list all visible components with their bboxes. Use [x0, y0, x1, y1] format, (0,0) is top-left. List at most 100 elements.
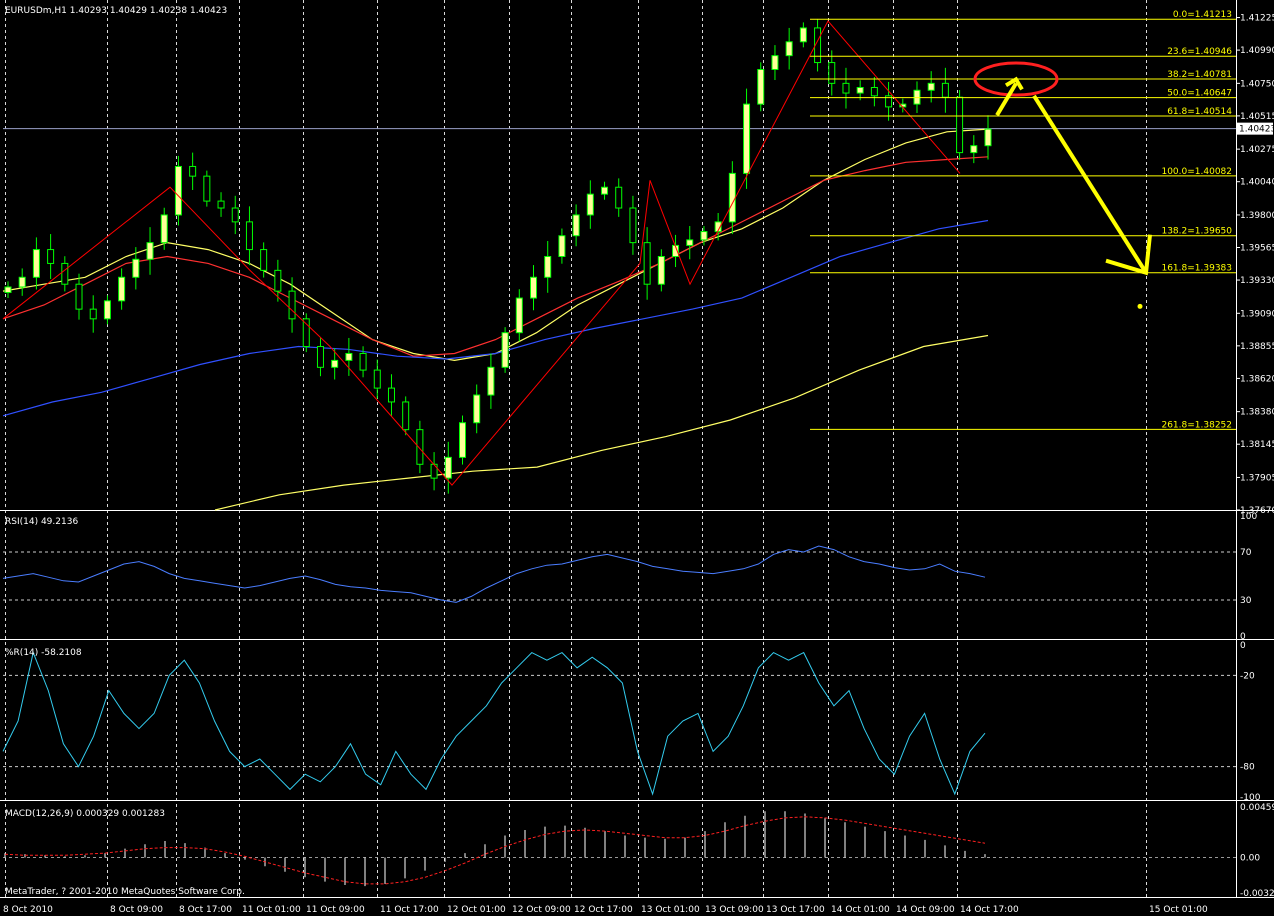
time-axis-label: 14 Oct 01:00 [831, 905, 890, 915]
wpr-axis-label: 0 [1240, 641, 1246, 651]
price-axis-label: 1.38380 [1240, 408, 1274, 418]
candle-body [118, 276, 126, 302]
candle-body [430, 463, 438, 479]
ma-long-line [214, 334, 989, 511]
candle-body [586, 193, 594, 216]
ma-mid-line [2, 156, 989, 357]
fibonacci-label: 261.8=1.38252 [1161, 420, 1232, 430]
candle-body [416, 429, 424, 465]
candle-body [558, 235, 566, 258]
candle-body [402, 401, 410, 431]
candle-body [132, 258, 140, 278]
copyright-text: MetaTrader, ? 2001-2010 MetaQuotes Softw… [5, 887, 245, 897]
candles-layer[interactable] [4, 19, 992, 494]
candle-body [885, 95, 893, 108]
macd-axis-label: 0.00459 [1240, 803, 1274, 813]
price-axis-label: 1.39800 [1240, 211, 1274, 221]
time-axis-label: 8 Oct 2010 [3, 905, 53, 915]
price-axis-label: 1.40275 [1240, 145, 1274, 155]
rsi-axis-label: 70 [1240, 548, 1252, 558]
wpr-line [2, 650, 986, 796]
price-axis-label: 1.40040 [1240, 178, 1274, 188]
candle-body [956, 96, 964, 154]
fibonacci-layer[interactable]: 0.0=1.41213 23.6=1.40946 38.2=1.40781 50.0=… [810, 10, 1236, 430]
candle-body [331, 359, 339, 368]
time-axis-label: 11 Oct 09:00 [306, 905, 365, 915]
candle-body [870, 87, 878, 97]
candle-body [771, 55, 779, 70]
candle-body [544, 256, 552, 278]
time-axis-label: 11 Oct 17:00 [380, 905, 439, 915]
time-axis-label: 13 Oct 01:00 [641, 905, 700, 915]
candle-body [927, 82, 935, 91]
candle-body [89, 308, 97, 320]
candle-body [274, 269, 282, 292]
price-axis-label: 1.38620 [1240, 374, 1274, 384]
fibonacci-label: 100.0=1.40082 [1161, 167, 1232, 177]
candle-body [18, 276, 26, 288]
rsi-axis-label: 0 [1240, 632, 1246, 642]
price-axis-label: 1.37905 [1240, 473, 1274, 483]
candle-body [629, 207, 637, 244]
candle-body [302, 318, 310, 348]
down-arrow-stroke [1032, 94, 1148, 274]
time-axis-label: 8 Oct 09:00 [110, 905, 163, 915]
price-axis-label: 1.40750 [1240, 79, 1274, 89]
candle-body [61, 262, 69, 285]
time-axis-label: 12 Oct 17:00 [574, 905, 633, 915]
candle-body [487, 366, 495, 396]
price-axis-label: 1.39330 [1240, 276, 1274, 286]
candle-body [856, 87, 864, 94]
axis-labels: 8 Oct 2010 8 Oct 09:00 8 Oct 17:00 11 Oct 0… [3, 14, 1274, 915]
candle-body [245, 221, 253, 251]
current-price-tag: 1.40423 [1239, 125, 1274, 135]
price-axis-label: 1.38145 [1240, 440, 1274, 450]
candle-body [373, 369, 381, 389]
candle-body [288, 290, 296, 320]
candle-body [203, 175, 211, 202]
price-axis-label: 1.37670 [1240, 506, 1274, 516]
candle-body [501, 332, 509, 368]
candle-body [217, 200, 225, 209]
ma-slow-line [2, 219, 989, 417]
price-axis-label: 1.40515 [1240, 112, 1274, 122]
candle-body [473, 394, 481, 424]
time-axis-label: 12 Oct 09:00 [512, 905, 571, 915]
zigzag-layer [2, 20, 961, 486]
candle-body [799, 27, 807, 43]
candle-body [75, 283, 83, 310]
candle-body [103, 300, 111, 320]
indicator-panels [2, 545, 986, 887]
candle-body [785, 41, 793, 57]
time-axis-label: 12 Oct 01:00 [447, 905, 506, 915]
price-axis-label: 1.40990 [1240, 46, 1274, 56]
macd-signal-line [4, 816, 986, 885]
wpr-axis-label: -100 [1240, 793, 1261, 803]
up-arrow-head [1004, 76, 1024, 91]
candle-body [146, 242, 154, 260]
candle-body [260, 249, 268, 271]
candle-body [387, 387, 395, 403]
candle-body [601, 186, 609, 195]
fibonacci-label: 50.0=1.40647 [1167, 89, 1232, 99]
macd-title: MACD(12,26,9) 0.000329 0.001283 [5, 809, 165, 819]
rsi-line [2, 545, 986, 603]
candle-body [359, 352, 367, 371]
candle-body [700, 231, 708, 241]
candle-body [941, 82, 949, 98]
candle-body [572, 214, 580, 237]
wpr-axis-label: -80 [1240, 763, 1255, 773]
candle-body [47, 249, 55, 264]
fibonacci-label: 0.0=1.41213 [1173, 10, 1232, 20]
wpr-axis-label: -20 [1240, 671, 1255, 681]
rsi-axis-label: 100 [1240, 512, 1257, 522]
candle-body [643, 242, 651, 285]
fibonacci-label: 161.8=1.39383 [1161, 264, 1232, 274]
candle-body [515, 297, 523, 334]
time-axis-label: 11 Oct 01:00 [242, 905, 301, 915]
candle-body [743, 103, 751, 174]
candle-body [842, 82, 850, 94]
rsi-axis-label: 30 [1240, 596, 1252, 606]
